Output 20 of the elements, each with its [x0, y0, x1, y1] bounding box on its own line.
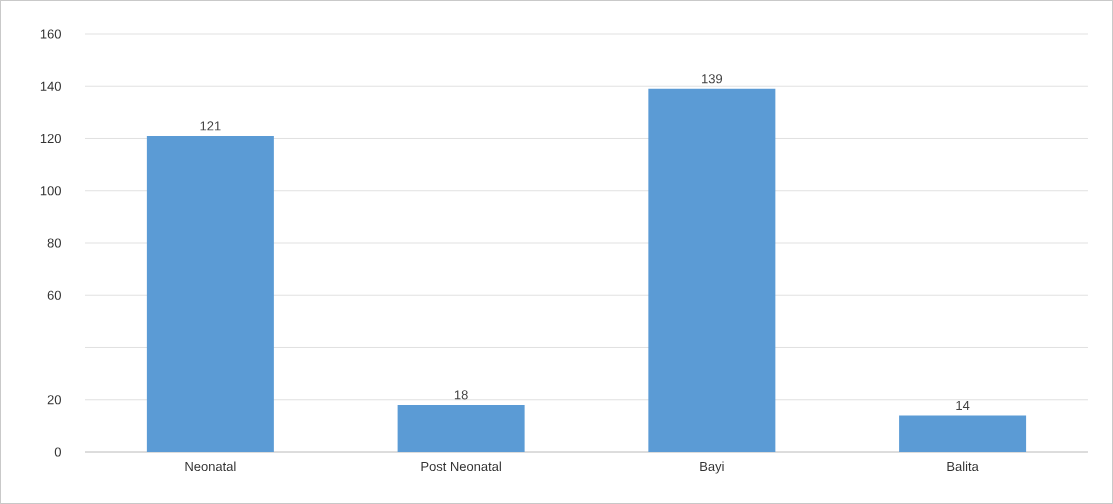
- y-tick-label: 20: [47, 395, 61, 405]
- bar: [397, 404, 525, 452]
- x-tick-label: Balita: [947, 461, 979, 472]
- bar: [899, 415, 1027, 452]
- x-tick-label: Neonatal: [185, 461, 236, 472]
- y-tick-label: 60: [47, 290, 61, 300]
- y-tick-label: 100: [40, 186, 61, 196]
- x-tick-label: Bayi: [700, 461, 724, 474]
- bar: [648, 88, 776, 452]
- y-tick-label: 140: [40, 81, 61, 91]
- data-label: 121: [200, 121, 221, 131]
- x-tick-label: Post Neonatal: [421, 461, 501, 472]
- data-label: 18: [454, 390, 468, 400]
- y-tick-label: 0: [54, 447, 61, 457]
- y-tick-label: 120: [40, 133, 61, 144]
- y-tick-label: 80: [47, 238, 61, 248]
- data-label: 139: [702, 74, 723, 84]
- bar: [146, 135, 274, 452]
- y-tick-label: 160: [40, 29, 61, 39]
- data-label: 14: [956, 401, 970, 410]
